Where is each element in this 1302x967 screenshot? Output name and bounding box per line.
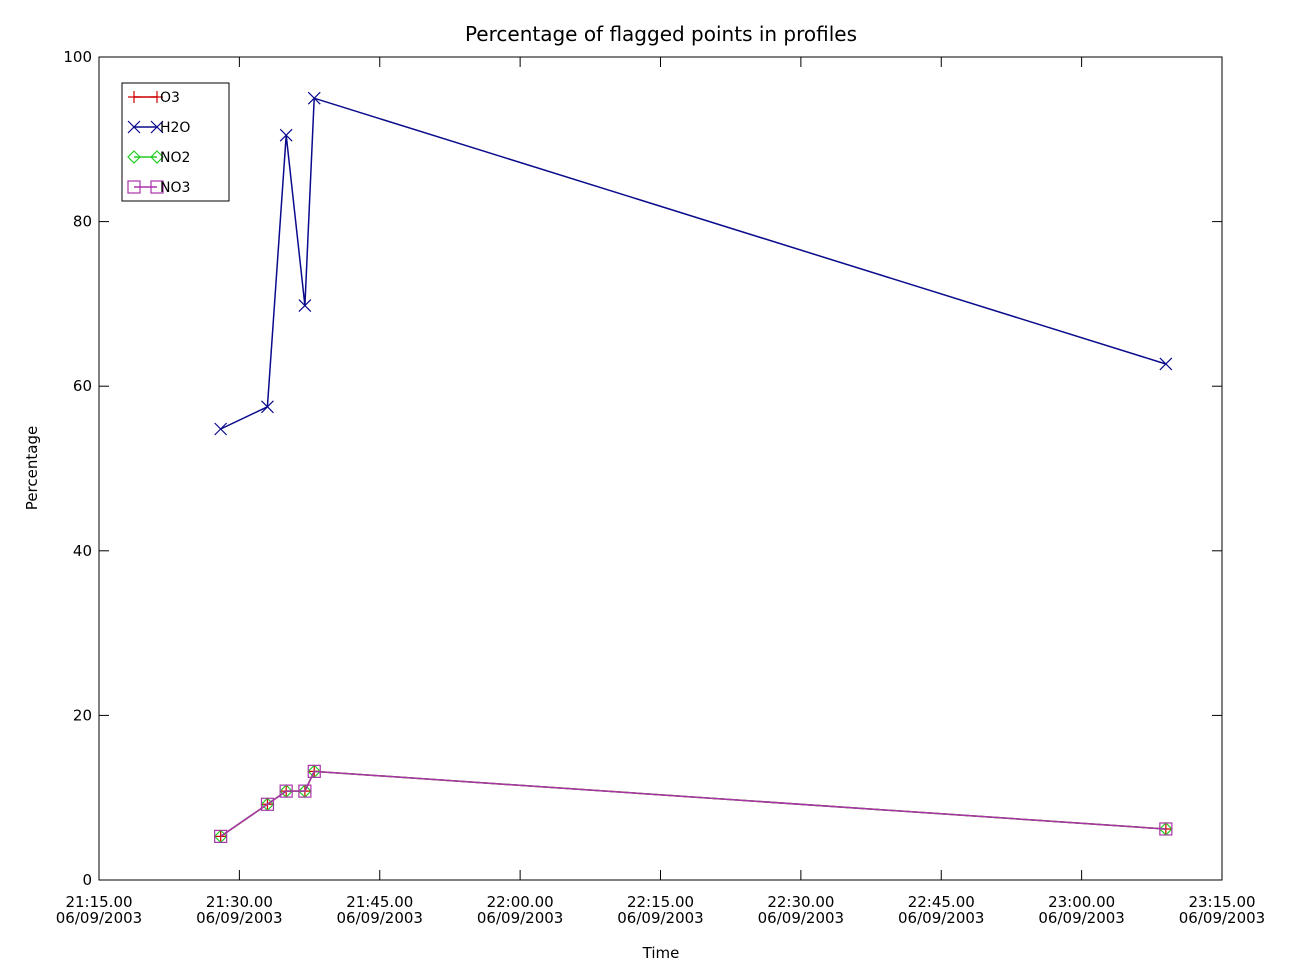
x-tick-date: 06/09/2003 <box>337 909 423 927</box>
x-tick-date: 06/09/2003 <box>898 909 984 927</box>
legend-marker-no2 <box>150 150 164 164</box>
legend-marker-h2o <box>150 120 164 134</box>
legend-marker-h2o <box>127 120 141 134</box>
series-h2o <box>214 91 1173 436</box>
legend-marker-no3 <box>150 180 164 194</box>
plot-frame <box>98 56 1223 881</box>
x-tick-time: 21:30.00 <box>206 893 273 911</box>
y-tick-label: 0 <box>82 871 92 889</box>
x-tick-time: 22:45.00 <box>908 893 975 911</box>
x-tick-label: 23:00.00 06/09/2003 <box>1038 893 1124 927</box>
x-tick-label: 21:15.00 06/09/2003 <box>56 893 142 927</box>
y-tick-label: 100 <box>63 48 92 66</box>
x-tick-time: 23:15.00 <box>1188 893 1255 911</box>
x-tick-time: 22:15.00 <box>627 893 694 911</box>
legend-marker-no2 <box>127 150 141 164</box>
legend-marker-no3 <box>127 180 141 194</box>
x-tick-label: 23:15.00 06/09/2003 <box>1179 893 1265 927</box>
plot-series <box>213 91 1173 844</box>
data-point-no3 <box>298 784 312 798</box>
legend-label-o3: O3 <box>160 90 180 106</box>
x-tick-time: 23:00.00 <box>1048 893 1115 911</box>
data-point-h2o <box>307 91 321 105</box>
series-no3 <box>214 764 1173 843</box>
chart-title: Percentage of flagged points in profiles <box>465 22 857 46</box>
x-tick-date: 06/09/2003 <box>1038 909 1124 927</box>
legend-marker-o3 <box>151 91 163 103</box>
y-axis-label: Percentage <box>23 426 41 510</box>
data-point-h2o <box>214 422 228 436</box>
data-point-no3 <box>307 764 321 778</box>
legend: O3 H2O NO2 NO3 <box>121 82 230 202</box>
data-point-h2o <box>298 299 312 312</box>
series-line-no2 <box>220 770 1166 838</box>
y-tick-label: 40 <box>73 542 92 560</box>
y-tick-label: 20 <box>73 706 92 724</box>
y-axis: 0 20 40 60 80 100 <box>63 48 1222 889</box>
data-point-no3 <box>279 784 293 798</box>
y-tick-label: 80 <box>73 213 92 231</box>
series-no2 <box>213 764 1173 844</box>
data-point-no3 <box>214 829 228 843</box>
x-tick-date: 06/09/2003 <box>1179 909 1265 927</box>
x-tick-label: 22:30.00 06/09/2003 <box>758 893 844 927</box>
series-o3 <box>214 765 1172 843</box>
x-axis-label: Time <box>642 944 680 962</box>
x-tick-label: 22:45.00 06/09/2003 <box>898 893 984 927</box>
x-tick-date: 06/09/2003 <box>617 909 703 927</box>
data-point-h2o <box>279 128 293 142</box>
data-point-h2o <box>1159 357 1173 371</box>
legend-label-no3: NO3 <box>160 180 190 196</box>
x-tick-date: 06/09/2003 <box>196 909 282 927</box>
x-tick-label: 22:00.00 06/09/2003 <box>477 893 563 927</box>
x-tick-label: 21:45.00 06/09/2003 <box>337 893 423 927</box>
data-point-o3 <box>214 830 227 843</box>
y-tick-label: 60 <box>73 377 92 395</box>
x-tick-label: 22:15.00 06/09/2003 <box>617 893 703 927</box>
legend-label-no2: NO2 <box>160 150 190 166</box>
x-tick-date: 06/09/2003 <box>477 909 563 927</box>
legend-marker-o3 <box>128 91 140 103</box>
x-tick-label: 21:30.00 06/09/2003 <box>196 893 282 927</box>
x-tick-time: 21:15.00 <box>65 893 132 911</box>
data-point-no3 <box>260 797 275 811</box>
legend-label-h2o: H2O <box>160 120 190 136</box>
x-tick-date: 06/09/2003 <box>758 909 844 927</box>
x-tick-time: 21:45.00 <box>346 893 413 911</box>
data-point-h2o <box>261 400 274 414</box>
data-point-no3 <box>1159 822 1173 836</box>
series-line-o3 <box>220 770 1166 838</box>
x-tick-date: 06/09/2003 <box>56 909 142 927</box>
series-line-h2o <box>220 97 1167 430</box>
series-line-no3 <box>220 770 1166 838</box>
x-tick-time: 22:30.00 <box>767 893 834 911</box>
x-tick-time: 22:00.00 <box>487 893 554 911</box>
